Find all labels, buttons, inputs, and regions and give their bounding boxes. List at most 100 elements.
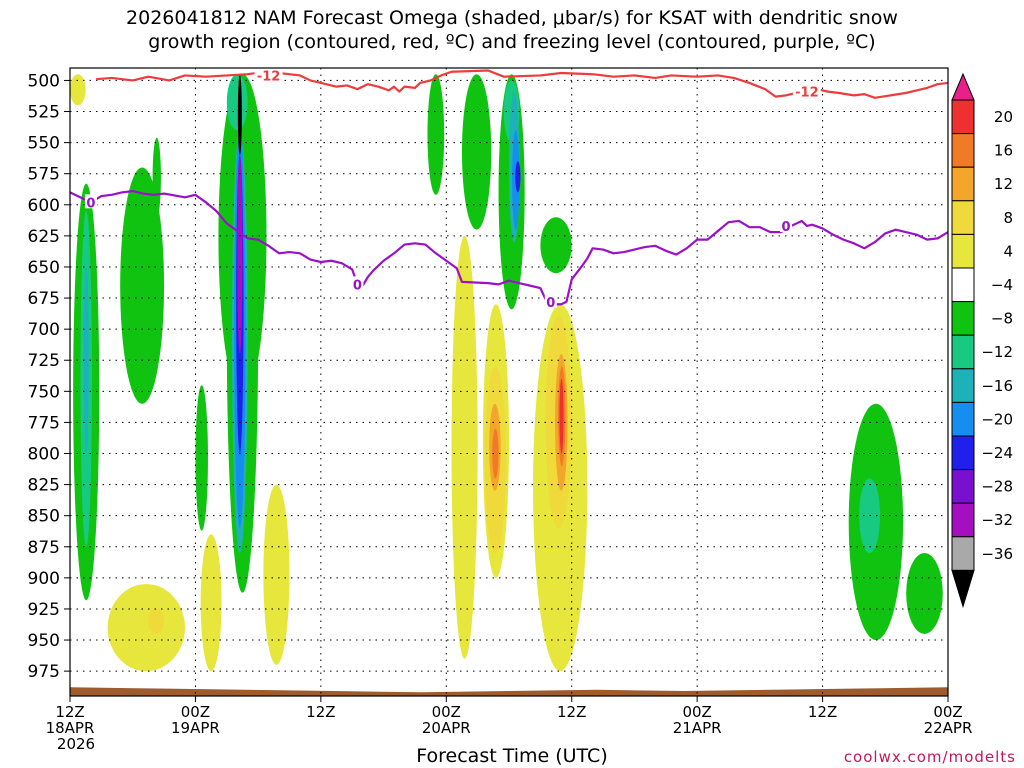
colorbar-label-0: 20 <box>994 108 1013 126</box>
omega-region-26 <box>83 266 89 454</box>
chart-title: 2026041812 NAM Forecast Omega (shaded, μ… <box>0 6 1024 54</box>
colorbar-box-7 <box>951 301 975 336</box>
contour-label-bg-1-2 <box>544 293 557 308</box>
xtick-label-h24-0: 12Z <box>306 703 335 721</box>
xtick-label-h60-1: 21APR <box>673 719 722 737</box>
terrain-surface <box>70 687 948 696</box>
omega-region-36 <box>515 161 521 193</box>
colorbar-box-14 <box>951 536 975 571</box>
ytick-label-p525: 525 <box>28 103 60 123</box>
colorbar-label-7: −12 <box>981 343 1013 361</box>
xtick-label-h60-0: 00Z <box>682 703 711 721</box>
colorbar-label-5: −4 <box>991 276 1013 294</box>
colorbar-box-4 <box>951 200 975 235</box>
contour-label-bg-0-1 <box>792 83 821 98</box>
contour-label-bg-0-0 <box>254 68 283 82</box>
ytick-label-p925: 925 <box>28 600 60 620</box>
colorbar-box-11 <box>951 435 975 471</box>
ytick-label-p950: 950 <box>28 631 60 651</box>
ytick-label-p600: 600 <box>28 196 60 216</box>
ytick-label-p625: 625 <box>28 227 60 247</box>
omega-region-33 <box>492 428 499 479</box>
omega-region-7 <box>461 74 492 230</box>
colorbar-box-8 <box>951 334 975 370</box>
contour-label-0-1: -12 <box>795 86 819 101</box>
colorbar-box-3 <box>951 166 975 202</box>
colorbar-label-12: −32 <box>981 511 1013 529</box>
ytick-label-p550: 550 <box>28 134 60 154</box>
xtick-label-h0-1: 18APR <box>46 719 95 737</box>
colorbar-label-11: −28 <box>981 478 1013 496</box>
colorbar-arrow-top <box>951 72 975 101</box>
xtick-label-h36-1: 20APR <box>422 719 471 737</box>
colorbar-label-4: 4 <box>1003 242 1013 260</box>
contour-label-1-3: 0 <box>781 220 790 235</box>
ytick-label-p500: 500 <box>28 71 60 91</box>
omega-region-12 <box>107 584 185 672</box>
xtick-label-h12-1: 19APR <box>171 719 220 737</box>
omega-region-38 <box>237 155 243 355</box>
pressure-axis: 500 525 550 575 600 625 650 675 700 725 750 775 800 8… <box>28 71 70 682</box>
omega-region-37 <box>559 378 564 454</box>
omega-region-3 <box>195 385 208 531</box>
colorbar-arrow-bottom <box>951 569 975 609</box>
colorbar-box-1 <box>951 99 975 135</box>
omega-region-13 <box>200 534 222 672</box>
colorbar-box-12 <box>951 469 975 504</box>
omega-region-9 <box>540 217 572 274</box>
xtick-label-h72-0: 12Z <box>808 703 837 721</box>
chart-title-line1: 2026041812 NAM Forecast Omega (shaded, μ… <box>126 7 898 29</box>
omega-region-23 <box>148 608 165 634</box>
colorbar-label-1: 16 <box>994 142 1013 160</box>
omega-region-2 <box>152 137 161 218</box>
ytick-label-p875: 875 <box>28 538 60 558</box>
xtick-label-h0-2: 2026 <box>57 735 95 753</box>
colorbar-label-6: −8 <box>991 310 1013 328</box>
omega-shading-layer <box>70 74 943 672</box>
omega-region-1 <box>120 167 165 404</box>
ytick-label-p900: 900 <box>28 569 60 589</box>
omega-region-18 <box>70 74 86 106</box>
colorbar-box-6 <box>951 267 975 303</box>
ytick-label-p750: 750 <box>28 382 60 402</box>
ytick-label-p825: 825 <box>28 476 60 496</box>
colorbar-box-2 <box>951 133 975 168</box>
terrain-layer <box>70 687 948 696</box>
credit-link[interactable]: coolwx.com/modelts <box>843 748 1016 766</box>
colorbar-box-9 <box>951 368 975 403</box>
ytick-label-p775: 775 <box>28 413 60 433</box>
omega-region-20 <box>226 74 248 131</box>
colorbar: 20 16 12 8 4 −4 −8 −12 −16 −20 −24 −28 −32 −36 <box>951 72 1013 609</box>
omega-region-15 <box>451 235 478 659</box>
ytick-label-p850: 850 <box>28 507 60 527</box>
omega-region-39 <box>237 74 242 156</box>
plot-frame <box>69 67 949 697</box>
xtick-label-h0-0: 12Z <box>55 703 84 721</box>
contour-label-1-1: 0 <box>353 278 362 293</box>
grid-layer <box>70 68 948 696</box>
ytick-label-p975: 975 <box>28 662 60 682</box>
ytick-label-p800: 800 <box>28 445 60 465</box>
contour-label-1-0: 0 <box>86 196 95 211</box>
omega-region-11 <box>906 552 943 634</box>
xtick-label-h36-0: 00Z <box>432 703 461 721</box>
contour-label-bg-1-3 <box>779 217 792 232</box>
contour-layer: -12 -12 0 0 0 0 <box>70 68 948 311</box>
xtick-label-h84-0: 00Z <box>933 703 962 721</box>
ytick-label-p675: 675 <box>28 289 60 309</box>
colorbar-label-3: 8 <box>1003 209 1013 227</box>
omega-region-14 <box>263 484 290 665</box>
contour-label-bg-1-1 <box>351 276 364 291</box>
ytick-label-p575: 575 <box>28 165 60 185</box>
colorbar-label-10: −24 <box>981 444 1013 462</box>
colorbar-box-10 <box>951 401 975 437</box>
contour-label-1-2: 0 <box>546 296 555 311</box>
colorbar-label-8: −16 <box>981 377 1013 395</box>
colorbar-label-13: −36 <box>981 545 1013 563</box>
chart-title-line2: growth region (contoured, red, ºC) and f… <box>148 31 876 53</box>
colorbar-box-13 <box>951 502 975 538</box>
ytick-label-p650: 650 <box>28 258 60 278</box>
xtick-label-h84-1: 22APR <box>924 719 973 737</box>
contour-label-0-0: -12 <box>257 69 281 84</box>
